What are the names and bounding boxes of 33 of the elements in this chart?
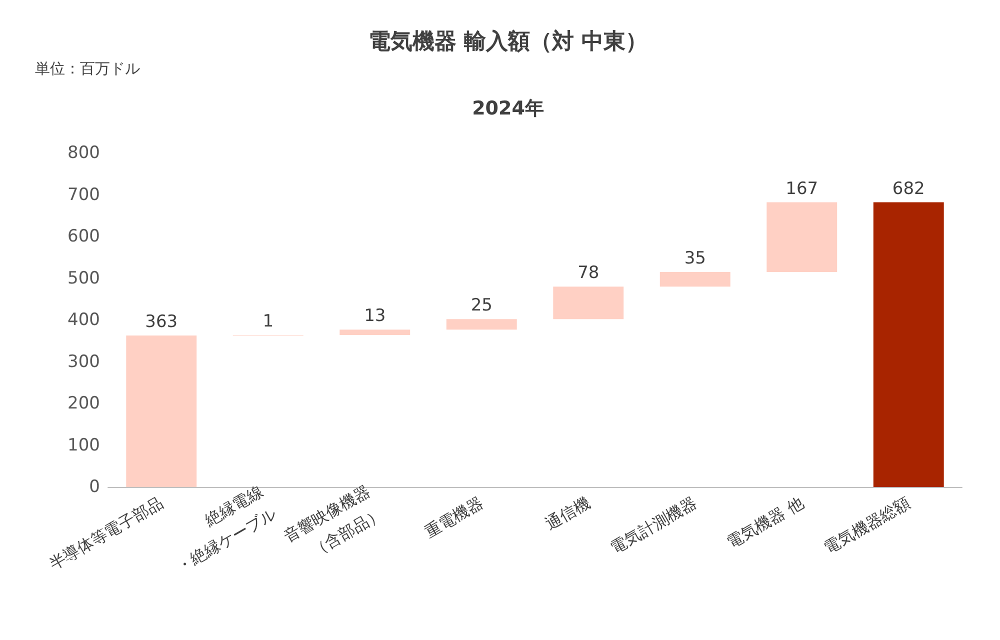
chart-title: 電気機器 輸入額（対 中東） [368,28,648,54]
y-tick-label: 700 [68,184,100,205]
y-tick-label: 600 [68,226,100,246]
data-label: 78 [578,263,600,284]
x-tick-label: 音響映像機器 （含部品） [280,482,386,560]
bar [126,335,197,487]
data-label: 363 [145,312,178,332]
bar [553,286,624,320]
bar [340,330,410,336]
data-label: 35 [684,248,706,268]
x-tick-label: 電気計測機器 [607,492,700,558]
bar [766,202,838,272]
text: 単位：百万ドル [35,60,140,78]
data-label: 682 [892,178,925,199]
chart-subtitle: 2024年 [472,98,544,120]
x-tick-label: 電気機器 他 [723,492,807,552]
data-label: 13 [364,306,386,326]
y-tick-label: 400 [68,310,100,330]
bar [873,202,944,487]
y-tick-label: 200 [68,394,100,414]
x-tick-label: 電気機器総額 [820,492,914,558]
data-label: 1 [262,312,274,332]
y-tick-label: 800 [68,143,100,163]
y-tick-label: 500 [68,268,100,288]
x-tick-label: 通信機 [542,492,594,534]
bar [660,272,730,287]
x-tick-label: 重電機器 [421,492,486,542]
bar [446,319,517,330]
y-tick-label: 300 [68,352,100,372]
data-label: 25 [470,296,492,316]
y-tick-label: 100 [68,435,100,456]
data-label: 167 [786,178,818,199]
x-tick-label: 絶縁電線 ・絶縁ケーブル [172,482,280,576]
